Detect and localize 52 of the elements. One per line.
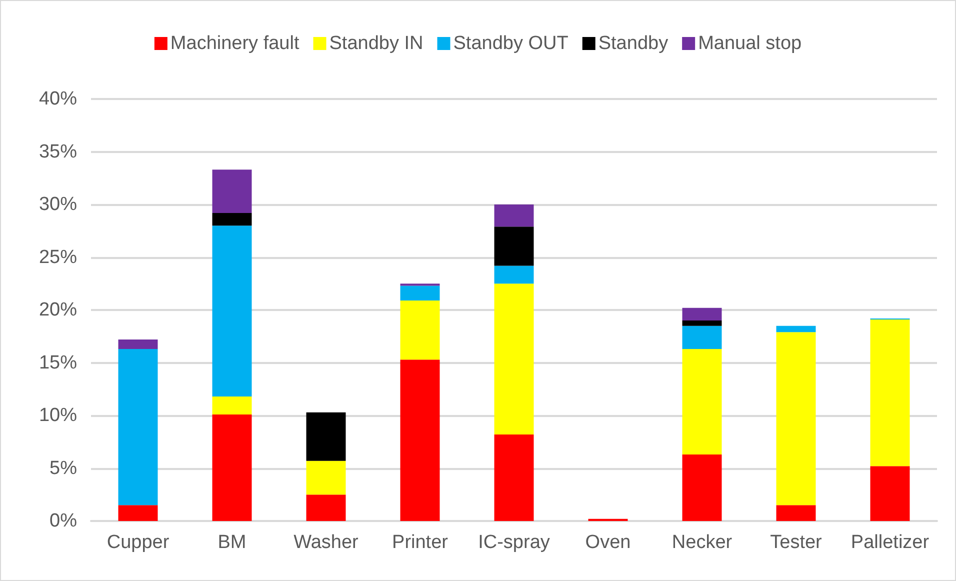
bar — [306, 494, 346, 521]
bar — [400, 360, 440, 521]
bar — [118, 340, 158, 350]
bar — [306, 460, 346, 495]
x-tick-label: IC-spray — [478, 532, 550, 553]
y-tick-label: 40% — [38, 88, 78, 110]
bar — [494, 434, 534, 521]
bar — [682, 320, 722, 326]
y-tick-label: 25% — [38, 246, 78, 268]
bar — [400, 286, 440, 301]
bar — [400, 300, 440, 360]
legend-label: Manual stop — [698, 33, 802, 54]
x-tick-label: Necker — [672, 532, 733, 553]
y-tick-label: 5% — [50, 458, 78, 479]
y-tick-label: 15% — [38, 352, 78, 374]
bar — [212, 396, 252, 414]
x-tick-label: Washer — [294, 532, 360, 553]
x-tick-label: Tester — [770, 532, 823, 553]
legend-label: Standby OUT — [453, 33, 569, 54]
bar — [212, 226, 252, 397]
y-tick-label: 0% — [50, 510, 78, 532]
y-tick-label: 20% — [38, 300, 78, 320]
legend-label: Machinery fault — [170, 33, 300, 54]
x-tick-label: Printer — [392, 532, 449, 553]
bar — [682, 308, 722, 321]
bar — [682, 326, 722, 350]
bar — [776, 326, 816, 332]
legend-label: Standby IN — [329, 33, 424, 54]
x-tick-label: Oven — [585, 532, 631, 553]
bar — [212, 414, 252, 521]
bar — [212, 212, 252, 226]
x-tick-label: Palletizer — [850, 532, 930, 553]
x-tick-label: Cupper — [106, 532, 170, 553]
bar — [776, 332, 816, 506]
bar — [494, 204, 534, 227]
bar — [306, 412, 346, 461]
bar — [682, 349, 722, 455]
bar — [776, 505, 816, 521]
bar — [682, 454, 722, 521]
bar — [212, 170, 252, 213]
bar — [494, 226, 534, 266]
bar — [870, 319, 910, 466]
y-tick-label: 30% — [38, 194, 78, 215]
bar — [118, 505, 158, 521]
bar — [494, 284, 534, 434]
legend-label: Standby — [598, 33, 669, 54]
y-tick-label: 10% — [38, 405, 78, 426]
y-tick-label: 35% — [38, 141, 78, 162]
bar — [118, 349, 158, 506]
x-tick-label: BM — [218, 532, 246, 553]
bar — [494, 266, 534, 284]
bar — [870, 466, 910, 521]
